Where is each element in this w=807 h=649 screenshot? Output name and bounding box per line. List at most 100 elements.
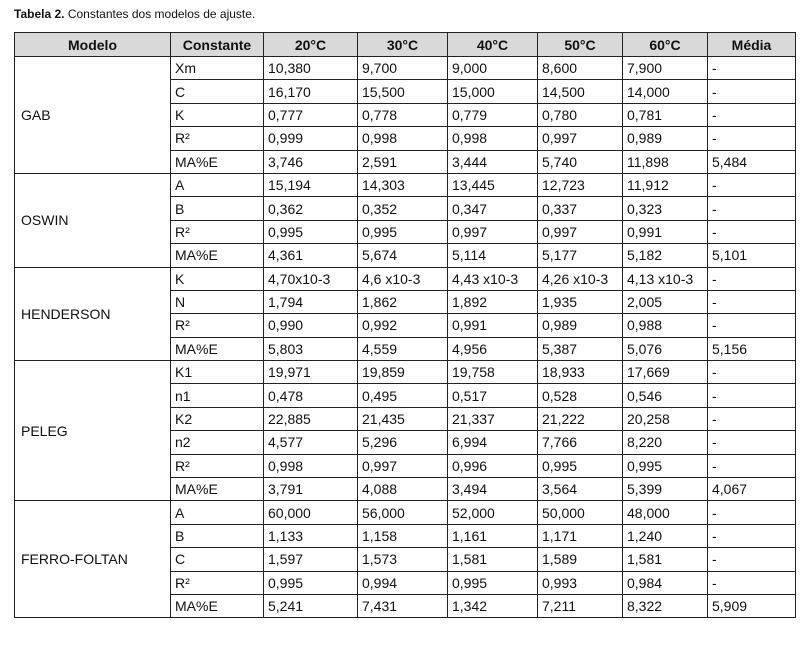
constant-cell: N bbox=[170, 289, 264, 315]
value-cell: 5,740 bbox=[537, 149, 623, 174]
value-cell: - bbox=[707, 289, 796, 315]
model-cell: PELEG bbox=[14, 360, 171, 502]
value-cell: 0,998 bbox=[263, 453, 358, 479]
value-cell: 5,114 bbox=[447, 243, 538, 268]
value-cell: - bbox=[707, 500, 796, 525]
header-cell: Modelo bbox=[14, 32, 171, 57]
table-row: n1 0,478 0,495 0,517 0,528 0,546- bbox=[15, 383, 796, 408]
value-cell: 0,994 bbox=[357, 570, 448, 595]
table-row: MA%E 5,241 7,431 1,342 7,211 8,322 5,909 bbox=[15, 593, 796, 619]
value-cell: 0,998 bbox=[447, 126, 538, 151]
value-cell: 2,591 bbox=[357, 149, 448, 174]
value-cell: 0,995 bbox=[263, 219, 358, 245]
value-cell: 3,564 bbox=[537, 477, 623, 502]
value-cell: 14,000 bbox=[622, 79, 708, 104]
value-cell: 0,997 bbox=[357, 453, 448, 479]
header-cell: 50°C bbox=[537, 32, 623, 57]
value-cell: 5,803 bbox=[263, 336, 358, 362]
value-cell: 14,500 bbox=[537, 79, 623, 104]
table-row: R² 0,990 0,992 0,991 0,989 0,988- bbox=[15, 313, 796, 338]
table-row: R² 0,998 0,997 0,996 0,995 0,995- bbox=[15, 453, 796, 479]
value-cell: 4,26 x10-3 bbox=[537, 266, 623, 291]
value-cell: 8,322 bbox=[622, 593, 708, 619]
value-cell: 0,337 bbox=[537, 196, 623, 221]
value-cell: 9,000 bbox=[447, 55, 538, 81]
value-cell: 19,758 bbox=[447, 360, 538, 385]
value-cell: 11,912 bbox=[622, 172, 708, 198]
constant-cell: n2 bbox=[170, 430, 264, 455]
data-table: Modelo Constante 20°C 30°C 40°C 50°C 60°C Média… bbox=[14, 32, 796, 619]
value-cell: 0,999 bbox=[263, 126, 358, 151]
constant-cell: C bbox=[170, 79, 264, 104]
value-cell: 15,500 bbox=[357, 79, 448, 104]
constant-cell: MA%E bbox=[170, 593, 264, 619]
value-cell: 20,258 bbox=[622, 406, 708, 432]
value-cell: 0,990 bbox=[263, 313, 358, 338]
value-cell: 1,862 bbox=[357, 289, 448, 315]
value-cell: 0,989 bbox=[537, 313, 623, 338]
table-row: MA%E 4,361 5,674 5,114 5,177 5,182 5,101 bbox=[15, 243, 796, 268]
value-cell: 0,362 bbox=[263, 196, 358, 221]
value-cell: - bbox=[707, 360, 796, 385]
value-cell: 8,600 bbox=[537, 55, 623, 81]
value-cell: 7,431 bbox=[357, 593, 448, 619]
caption-label: Tabela 2. bbox=[14, 7, 65, 21]
value-cell: 1,133 bbox=[263, 523, 358, 549]
table-row: C 16,170 15,500 15,000 14,500 14,000- bbox=[15, 79, 796, 104]
value-cell: 1,240 bbox=[622, 523, 708, 549]
table-row: FERRO-FOLTAN A 60,000 56,000 52,000 50,000 48,… bbox=[14, 500, 796, 619]
value-cell: 1,935 bbox=[537, 289, 623, 315]
table-row: GAB Xm 10,380 9,700 9,000 8,600 7,900- bbox=[14, 55, 796, 174]
value-cell: 4,067 bbox=[707, 477, 796, 502]
value-cell: 5,177 bbox=[537, 243, 623, 268]
value-cell: 4,43 x10-3 bbox=[447, 266, 538, 291]
value-cell: 5,076 bbox=[622, 336, 708, 362]
value-cell: 0,777 bbox=[263, 102, 358, 128]
value-cell: 0,993 bbox=[537, 570, 623, 595]
constant-cell: R² bbox=[170, 453, 264, 479]
value-cell: 1,581 bbox=[622, 547, 708, 572]
value-cell: 15,000 bbox=[447, 79, 538, 104]
value-cell: 1,597 bbox=[263, 547, 358, 572]
value-cell: 4,6 x10-3 bbox=[357, 266, 448, 291]
value-cell: 7,211 bbox=[537, 593, 623, 619]
value-cell: - bbox=[707, 313, 796, 338]
value-cell: 19,971 bbox=[263, 360, 358, 385]
value-cell: 4,361 bbox=[263, 243, 358, 268]
value-cell: 4,577 bbox=[263, 430, 358, 455]
value-cell: 0,989 bbox=[622, 126, 708, 151]
value-cell: 52,000 bbox=[447, 500, 538, 525]
value-cell: 0,984 bbox=[622, 570, 708, 595]
value-cell: 8,220 bbox=[622, 430, 708, 455]
value-cell: 17,669 bbox=[622, 360, 708, 385]
value-cell: 5,387 bbox=[537, 336, 623, 362]
value-cell: 0,998 bbox=[357, 126, 448, 151]
value-cell: 0,997 bbox=[447, 219, 538, 245]
value-cell: 0,495 bbox=[357, 383, 448, 408]
table-row: K2 22,885 21,435 21,337 21,222 20,258- bbox=[15, 406, 796, 432]
header-cell: Média bbox=[707, 32, 796, 57]
value-cell: 1,342 bbox=[447, 593, 538, 619]
table-row: HENDERSON K 4,70x10-3 4,6 x10-3 4,43 x10-3 4,… bbox=[14, 266, 796, 362]
value-cell: 16,170 bbox=[263, 79, 358, 104]
value-cell: 21,222 bbox=[537, 406, 623, 432]
constant-cell: R² bbox=[170, 570, 264, 595]
value-cell: 7,900 bbox=[622, 55, 708, 81]
value-cell: 0,528 bbox=[537, 383, 623, 408]
value-cell: 1,171 bbox=[537, 523, 623, 549]
value-cell: 4,559 bbox=[357, 336, 448, 362]
table-row: MA%E 3,746 2,591 3,444 5,740 11,898 5,484 bbox=[15, 149, 796, 174]
value-cell: - bbox=[707, 523, 796, 549]
table-row: PELEG K1 19,971 19,859 19,758 18,933 17,669- bbox=[14, 360, 796, 502]
value-cell: 0,995 bbox=[537, 453, 623, 479]
value-cell: 1,573 bbox=[357, 547, 448, 572]
value-cell: 0,996 bbox=[447, 453, 538, 479]
value-cell: 3,444 bbox=[447, 149, 538, 174]
constant-cell: MA%E bbox=[170, 336, 264, 362]
value-cell: 7,766 bbox=[537, 430, 623, 455]
value-cell: - bbox=[707, 196, 796, 221]
value-cell: 0,997 bbox=[537, 219, 623, 245]
constant-cell: R² bbox=[170, 126, 264, 151]
value-cell: 0,991 bbox=[447, 313, 538, 338]
value-cell: 10,380 bbox=[263, 55, 358, 81]
